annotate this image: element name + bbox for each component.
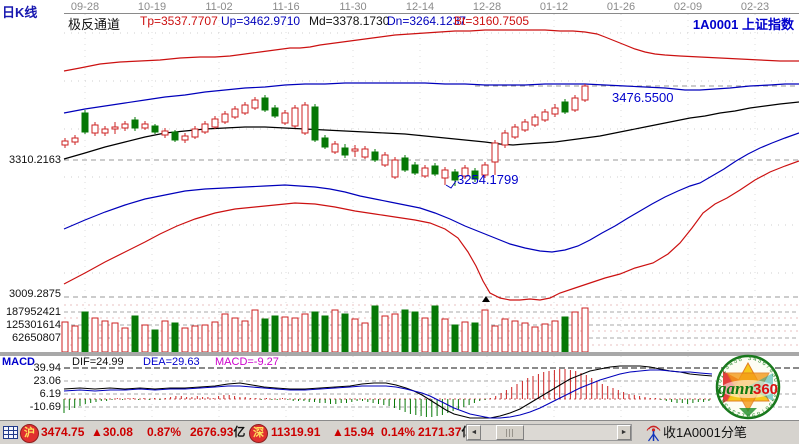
- sh-amount-unit: 亿: [233, 425, 246, 439]
- gann360-logo: 3456789012345678901234567890123456 gann …: [715, 354, 781, 420]
- sh-index-price: 3474.75: [41, 425, 85, 439]
- date-tick: 11-30: [339, 1, 367, 13]
- sz-index-price: 11319.91: [271, 425, 321, 439]
- date-tick: 10-19: [137, 1, 167, 13]
- macd-dif-value: DIF=24.99: [72, 356, 124, 368]
- scrollbar-thumb[interactable]: [496, 425, 524, 440]
- date-tick: 09-28: [70, 1, 100, 13]
- price-axis-label: 3310.2163: [9, 154, 61, 166]
- channel-lines: [63, 29, 799, 301]
- macd-axis-label: -10.69: [29, 401, 61, 413]
- macd-axis-label: 6.19: [39, 388, 61, 400]
- volume-axis-label: 62650807: [12, 332, 61, 344]
- sz-index-change: ▲15.94: [332, 425, 374, 439]
- antenna-receive-icon: [646, 425, 661, 442]
- date-tick: 11-16: [272, 1, 300, 13]
- receive-status-text: 收1A0001分笔: [663, 425, 747, 440]
- macd-pane: [63, 365, 799, 419]
- volume-axis-label: 187952421: [5, 306, 61, 318]
- status-bar: 沪 3474.75 ▲30.08 0.87% 2676.93亿 深 11319.…: [0, 420, 799, 444]
- macd-pane-label[interactable]: MACD: [2, 356, 35, 368]
- indicator-md-value: Md=3378.1730: [309, 14, 390, 28]
- low-price-annotation: 3254.1799: [457, 172, 519, 187]
- sh-index-amount: 2676.93亿: [190, 421, 245, 444]
- price-axis-label: 3009.2875: [9, 288, 61, 300]
- volume-axis-label: 125301614: [5, 319, 61, 331]
- indicator-dn-value: Dn=3264.1237: [387, 14, 467, 28]
- indicator-up-value: Up=3462.9710: [221, 14, 301, 28]
- macd-axis-label: 23.06: [33, 375, 61, 387]
- indicator-bt-value: Bt=3160.7505: [454, 14, 530, 28]
- date-tick: 01-12: [539, 1, 569, 13]
- market-grid-icon[interactable]: [3, 425, 19, 440]
- date-tick: 12-28: [472, 1, 502, 13]
- date-tick: 02-23: [740, 1, 770, 13]
- logo-word: gann: [717, 379, 754, 398]
- high-price-annotation: 3476.5500: [612, 90, 674, 105]
- shenzhen-badge-icon[interactable]: 深: [249, 424, 268, 443]
- sh-index-pct: 0.87%: [147, 425, 182, 439]
- shanghai-badge-icon[interactable]: 沪: [20, 424, 39, 443]
- date-tick: 11-02: [205, 1, 233, 13]
- macd-axis-label: 39.94: [33, 362, 61, 374]
- sh-index-change: ▲30.08: [91, 425, 133, 439]
- date-tick: 12-14: [405, 1, 435, 13]
- period-label[interactable]: 日K线: [2, 5, 38, 20]
- sz-index-pct: 0.14%: [381, 425, 416, 439]
- sh-amount-value: 2676.93: [190, 425, 234, 439]
- date-tick: 02-09: [673, 1, 703, 13]
- scroll-left-button[interactable]: ◄: [467, 425, 481, 440]
- scrollbar-track[interactable]: [481, 425, 617, 440]
- logo-number: 360: [753, 381, 778, 398]
- indicator-name: 极反通道: [68, 17, 121, 32]
- indicator-tp-value: Tp=3537.7707: [140, 14, 218, 28]
- macd-macd-value: MACD=-9.27: [215, 356, 279, 368]
- date-tick: 01-26: [606, 1, 636, 13]
- horizontal-scrollbar[interactable]: ◄ ►: [466, 424, 632, 441]
- scrollbar-grip: [506, 429, 515, 437]
- reversal-marker-icon: [482, 296, 490, 302]
- sz-amount-value: 2171.37: [418, 425, 462, 439]
- symbol-name: 1A0001 上证指数: [692, 17, 794, 32]
- candles: [61, 84, 589, 186]
- scroll-right-button[interactable]: ►: [617, 425, 631, 440]
- macd-dea-value: DEA=29.63: [143, 356, 200, 368]
